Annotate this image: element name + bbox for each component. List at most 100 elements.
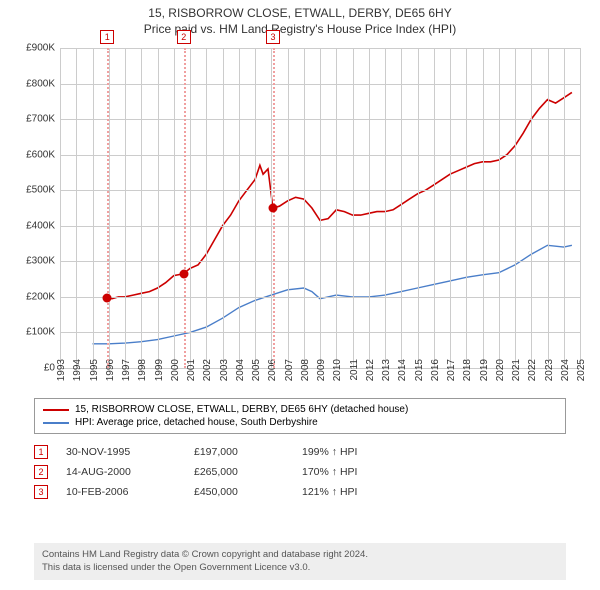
x-axis-label: 1995	[89, 359, 100, 383]
x-axis-label: 2009	[316, 359, 327, 383]
grid-line-v	[320, 48, 321, 368]
grid-line-v	[483, 48, 484, 368]
grid-line-v	[158, 48, 159, 368]
sale-row: 310-FEB-2006£450,000121% ↑ HPI	[34, 482, 566, 502]
x-axis-label: 2016	[430, 359, 441, 383]
x-axis-label: 2007	[284, 359, 295, 383]
sale-pct: 121% ↑ HPI	[302, 486, 357, 498]
sale-marker-badge: 3	[266, 30, 280, 44]
y-axis-label: £600K	[10, 149, 55, 160]
attribution-box: Contains HM Land Registry data © Crown c…	[34, 543, 566, 580]
x-axis-label: 2014	[397, 359, 408, 383]
grid-line-v	[580, 48, 581, 368]
grid-line-v	[255, 48, 256, 368]
y-axis-label: £500K	[10, 185, 55, 196]
sale-row: 1 30-NOV-1995 £197,000 199% ↑ HPI	[34, 442, 566, 462]
x-axis-label: 2021	[511, 359, 522, 383]
x-axis-label: 2022	[527, 359, 538, 383]
sale-price: £197,000	[194, 446, 284, 458]
x-axis-label: 1994	[72, 359, 83, 383]
title-block: 15, RISBORROW CLOSE, ETWALL, DERBY, DE65…	[0, 0, 600, 36]
sale-dot	[269, 204, 278, 213]
sale-marker-badge: 1	[100, 30, 114, 44]
grid-line-v	[76, 48, 77, 368]
grid-line-v	[304, 48, 305, 368]
x-axis-label: 2001	[186, 359, 197, 383]
y-axis-label: £800K	[10, 78, 55, 89]
legend-label-property: 15, RISBORROW CLOSE, ETWALL, DERBY, DE65…	[75, 404, 408, 415]
grid-line-v	[515, 48, 516, 368]
grid-line-v	[466, 48, 467, 368]
x-axis-label: 2008	[300, 359, 311, 383]
x-axis-label: 2003	[219, 359, 230, 383]
sale-row-badge: 1	[34, 445, 48, 459]
sale-price: £265,000	[194, 466, 284, 478]
grid-line-v	[288, 48, 289, 368]
x-axis-label: 2023	[544, 359, 555, 383]
grid-line-v	[434, 48, 435, 368]
legend-label-hpi: HPI: Average price, detached house, Sout…	[75, 417, 318, 428]
x-axis-label: 2018	[462, 359, 473, 383]
sale-marker-line	[184, 48, 186, 368]
chart: £0£100K£200K£300K£400K£500K£600K£700K£80…	[60, 48, 580, 368]
x-axis-label: 2025	[576, 359, 587, 383]
legend-box: 15, RISBORROW CLOSE, ETWALL, DERBY, DE65…	[34, 398, 566, 434]
attribution-line2: This data is licensed under the Open Gov…	[42, 562, 558, 574]
x-axis-label: 2004	[235, 359, 246, 383]
x-axis-label: 2002	[202, 359, 213, 383]
grid-line-v	[336, 48, 337, 368]
legend-swatch-property	[43, 409, 69, 411]
x-axis-label: 2005	[251, 359, 262, 383]
sale-dot	[179, 269, 188, 278]
x-axis-label: 1998	[137, 359, 148, 383]
y-axis-label: £400K	[10, 220, 55, 231]
grid-line-v	[450, 48, 451, 368]
grid-line-v	[385, 48, 386, 368]
grid-line-v	[190, 48, 191, 368]
sale-row: 214-AUG-2000£265,000170% ↑ HPI	[34, 462, 566, 482]
sale-date: 10-FEB-2006	[66, 486, 176, 498]
x-axis-label: 2013	[381, 359, 392, 383]
y-axis-label: £100K	[10, 327, 55, 338]
y-axis-label: £300K	[10, 256, 55, 267]
grid-line-v	[418, 48, 419, 368]
series-line-hpi	[93, 245, 572, 343]
grid-line-v	[369, 48, 370, 368]
sale-row-badge: 3	[34, 485, 48, 499]
x-axis-label: 1997	[121, 359, 132, 383]
grid-line-v	[125, 48, 126, 368]
grid-line-v	[564, 48, 565, 368]
x-axis-label: 1993	[56, 359, 67, 383]
legend-row-hpi: HPI: Average price, detached house, Sout…	[43, 416, 557, 429]
x-axis-label: 1999	[154, 359, 165, 383]
y-axis-label: £700K	[10, 114, 55, 125]
x-axis-label: 2020	[495, 359, 506, 383]
grid-line-v	[531, 48, 532, 368]
x-axis-label: 2015	[414, 359, 425, 383]
title-subtitle: Price paid vs. HM Land Registry's House …	[0, 22, 600, 36]
grid-line-v	[93, 48, 94, 368]
grid-line-v	[206, 48, 207, 368]
grid-line-v	[239, 48, 240, 368]
attribution-line1: Contains HM Land Registry data © Crown c…	[42, 549, 558, 561]
y-axis-label: £0	[10, 363, 55, 374]
sale-date: 14-AUG-2000	[66, 466, 176, 478]
x-axis-label: 2017	[446, 359, 457, 383]
x-axis-label: 2011	[349, 359, 360, 383]
x-axis-label: 2012	[365, 359, 376, 383]
grid-line-v	[60, 48, 61, 368]
plot-area: £0£100K£200K£300K£400K£500K£600K£700K£80…	[60, 48, 580, 368]
grid-line-v	[141, 48, 142, 368]
x-axis-label: 2010	[332, 359, 343, 383]
series-line-property	[107, 92, 572, 298]
page-root: 15, RISBORROW CLOSE, ETWALL, DERBY, DE65…	[0, 0, 600, 590]
sale-pct: 199% ↑ HPI	[302, 446, 357, 458]
grid-line-v	[401, 48, 402, 368]
sale-date: 30-NOV-1995	[66, 446, 176, 458]
grid-line-v	[223, 48, 224, 368]
x-axis-label: 2000	[170, 359, 181, 383]
sale-row-badge: 2	[34, 465, 48, 479]
sale-dot	[103, 293, 112, 302]
x-axis-label: 2024	[560, 359, 571, 383]
x-axis-label: 2019	[479, 359, 490, 383]
